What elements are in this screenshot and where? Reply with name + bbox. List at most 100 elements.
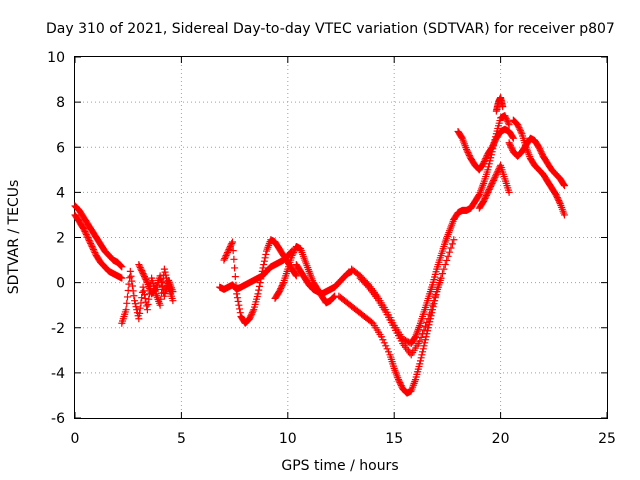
data-point	[483, 190, 491, 198]
x-axis-label: GPS time / hours	[281, 458, 398, 474]
series-late-d	[505, 134, 568, 190]
y-tick-label: 8	[56, 95, 65, 111]
series-late-b	[454, 125, 517, 174]
data-point	[135, 261, 143, 269]
data-point	[489, 142, 497, 150]
data-point	[84, 234, 92, 241]
data-point	[537, 148, 545, 156]
data-point	[515, 124, 523, 132]
data-point	[221, 255, 229, 263]
data-point	[487, 182, 495, 190]
data-point	[420, 342, 428, 350]
data-point	[169, 297, 177, 305]
data-point	[382, 342, 390, 350]
data-point	[383, 345, 391, 353]
data-point	[416, 357, 424, 365]
data-point	[465, 152, 473, 160]
data-point	[429, 301, 437, 309]
data-point	[463, 146, 471, 154]
data-point	[504, 119, 512, 127]
data-point	[277, 285, 285, 293]
data-point	[536, 145, 544, 153]
data-point	[438, 270, 446, 278]
data-point	[246, 313, 254, 321]
y-axis: -6 -4 -2 0 2 4 6 8 10	[47, 50, 607, 427]
data-point	[224, 249, 232, 257]
series-early-scatter-2	[135, 261, 177, 300]
data-point	[122, 306, 130, 314]
series-late-a	[450, 112, 513, 223]
data-point	[504, 118, 512, 126]
data-point	[255, 282, 263, 290]
data-point	[138, 268, 146, 276]
y-tick-label: 4	[56, 185, 65, 201]
data-point	[254, 290, 262, 298]
data-point	[228, 240, 236, 248]
data-point	[560, 211, 568, 219]
data-point	[552, 191, 560, 199]
data-point	[554, 195, 562, 203]
data-point	[487, 154, 495, 162]
data-point	[448, 240, 456, 248]
data-point	[397, 382, 405, 390]
data-point	[434, 283, 442, 291]
data-point	[502, 113, 510, 121]
data-point	[446, 248, 454, 256]
data-point	[258, 271, 266, 279]
data-point	[260, 257, 268, 265]
data-point	[138, 267, 146, 275]
data-point	[411, 334, 419, 342]
data-point	[221, 253, 229, 261]
data-point	[248, 310, 256, 318]
data-point	[140, 271, 148, 279]
data-point	[277, 283, 285, 291]
grid	[75, 57, 607, 418]
data-point	[509, 133, 517, 141]
data-point	[329, 294, 337, 302]
data-point	[233, 294, 241, 302]
x-tick-label: 0	[71, 431, 80, 447]
data-point	[482, 191, 490, 199]
data-point	[288, 252, 296, 260]
data-point	[490, 140, 498, 148]
data-point	[131, 300, 139, 308]
data-point	[248, 309, 256, 317]
data-point	[226, 244, 234, 252]
data-point	[141, 294, 149, 302]
data-point	[143, 277, 151, 285]
data-point	[426, 310, 434, 318]
data-point	[379, 336, 387, 344]
data-point	[87, 240, 95, 248]
data-point	[502, 115, 510, 123]
data-point	[499, 103, 507, 111]
data-point	[157, 275, 165, 283]
data-point	[385, 348, 393, 356]
data-point	[490, 176, 498, 184]
series-mid-d	[292, 261, 356, 298]
data-point	[487, 181, 495, 189]
data-point	[249, 307, 257, 315]
data-point	[141, 274, 149, 282]
data-point	[494, 167, 502, 175]
data-point	[490, 175, 498, 183]
series-dip-mid	[356, 236, 458, 359]
data-point	[489, 178, 497, 186]
data-point	[560, 180, 568, 188]
data-point	[255, 286, 263, 294]
series-dip-lower	[335, 274, 445, 397]
y-tick-label: 0	[56, 276, 65, 292]
data-point	[156, 272, 164, 280]
data-point	[169, 288, 177, 296]
data-point	[86, 238, 94, 246]
data-point	[482, 155, 490, 163]
chart-title: Day 310 of 2021, Sidereal Day-to-day VTE…	[46, 21, 615, 37]
series-mid-b	[220, 236, 300, 327]
data-point	[220, 256, 228, 264]
data-point	[507, 143, 515, 151]
data-point	[226, 243, 234, 251]
data-point	[421, 322, 429, 330]
data-point	[503, 116, 511, 124]
data-point	[505, 121, 513, 129]
data-point	[509, 134, 517, 142]
data-point	[259, 264, 267, 272]
